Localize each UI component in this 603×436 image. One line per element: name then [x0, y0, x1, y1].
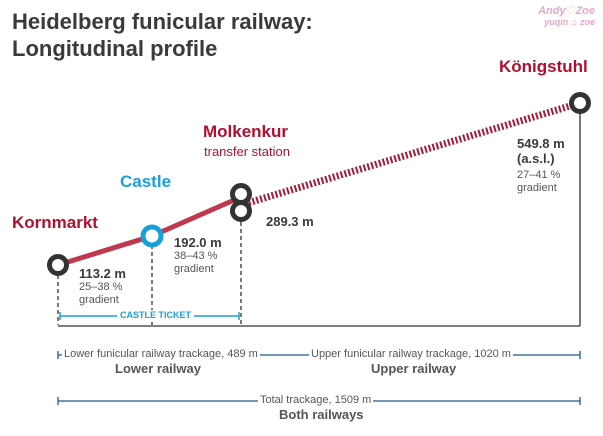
both-railways-label: Both railways — [279, 407, 364, 422]
elevation-kornmarkt: 113.2 m 25–38 % gradient — [79, 266, 126, 307]
lower-railway-label: Lower railway — [115, 361, 201, 376]
upper-railway-track — [239, 99, 582, 209]
upper-railway-label: Upper railway — [371, 361, 457, 376]
gradient-label: gradient — [174, 263, 214, 275]
watermark-line-2: yuqin ♫ zoe — [544, 17, 595, 27]
station-name-koenigstuhl: Königstuhl — [499, 57, 588, 76]
watermark-line-1: Andy♡Zoe — [538, 5, 595, 17]
station-name-kornmarkt: Kornmarkt — [12, 213, 98, 232]
lower-trackage-label: Lower funicular railway trackage, 489 m — [62, 348, 260, 361]
castle-ticket-label: CASTLE TICKET — [117, 310, 194, 320]
total-trackage-label: Total trackage, 1509 m — [258, 394, 374, 407]
gradient-range: 38–43 % — [174, 250, 218, 262]
gradient-label: gradient — [517, 182, 557, 194]
station-marker-castle — [140, 224, 164, 248]
station-marker-koenigstuhl — [569, 92, 591, 114]
elevation-value: 113.2 m — [79, 266, 126, 281]
gradient-range: 27–41 % — [517, 169, 561, 181]
station-name-molkenkur: Molkenkur — [203, 122, 289, 141]
watermark-logo: Andy♡Zoe yuqin ♫ zoe — [538, 6, 595, 28]
station-marker-molkenkur-upper — [230, 183, 252, 205]
elevation-unit: (a.s.l.) — [517, 151, 555, 166]
elevation-molkenkur: 289.3 m — [266, 214, 314, 229]
gradient-range: 25–38 % — [79, 281, 123, 293]
elevation-koenigstuhl: 549.8 m (a.s.l.) 27–41 % gradient — [517, 136, 565, 195]
elevation-value: 192.0 m — [174, 235, 222, 250]
upper-trackage-label: Upper funicular railway trackage, 1020 m — [309, 348, 513, 361]
page-title: Heidelberg funicular railway: Longitudin… — [12, 8, 313, 62]
elevation-castle: 192.0 m 38–43 % gradient — [174, 235, 222, 276]
title-line-1: Heidelberg funicular railway: — [12, 9, 313, 34]
station-marker-molkenkur-lower — [230, 200, 252, 222]
title-line-2: Longitudinal profile — [12, 36, 218, 61]
elevation-value: 549.8 m — [517, 136, 565, 151]
station-name-castle: Castle — [120, 172, 172, 191]
station-subtitle-molkenkur: transfer station — [204, 144, 290, 159]
gradient-label: gradient — [79, 294, 119, 306]
station-marker-kornmarkt — [47, 254, 69, 276]
